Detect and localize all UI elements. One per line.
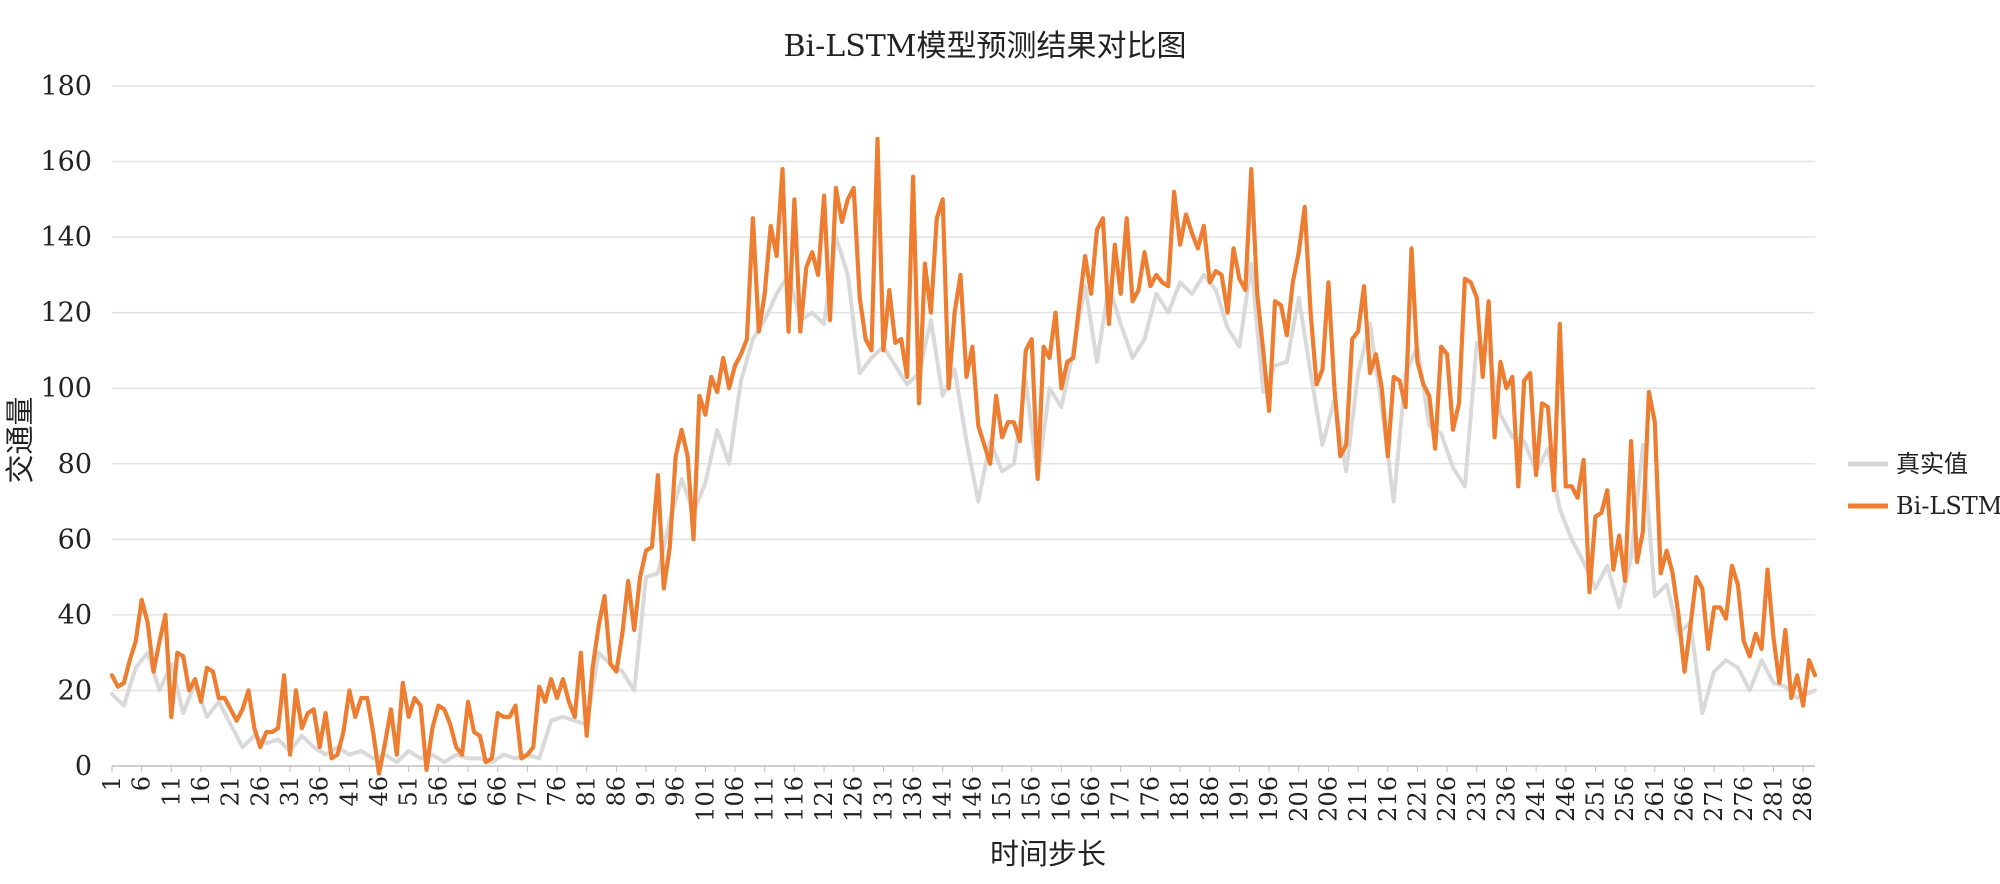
x-tick-label: 271 [1700, 776, 1728, 822]
y-tick-label: 0 [75, 751, 92, 782]
x-tick-label: 66 [484, 776, 512, 807]
series-layer [109, 136, 1818, 776]
x-tick-label: 186 [1196, 776, 1224, 822]
x-tick-label: 136 [899, 776, 927, 822]
x-tick-label: 91 [632, 776, 660, 807]
x-tick-label: 86 [602, 776, 630, 807]
x-axis-tick-labels: 1 6 11 16 21 26 31 36 41 46 51 56 61 66 71 76 81 86 91 96 10… [98, 766, 1817, 822]
y-tick-label: 160 [40, 147, 92, 178]
y-tick-label: 40 [58, 600, 92, 631]
x-tick-label: 31 [276, 776, 304, 807]
x-tick-label: 71 [513, 776, 541, 807]
x-tick-label: 156 [1018, 776, 1046, 822]
y-tick-label: 180 [40, 71, 92, 102]
x-tick-label: 256 [1611, 776, 1639, 822]
x-tick-label: 61 [454, 776, 482, 807]
x-tick-label: 236 [1492, 776, 1520, 822]
y-tick-label: 60 [58, 524, 92, 555]
y-tick-label: 120 [40, 298, 92, 329]
x-tick-label: 131 [869, 776, 897, 822]
x-tick-label: 231 [1463, 776, 1491, 822]
x-tick-label: 206 [1314, 776, 1342, 822]
x-tick-label: 166 [1077, 776, 1105, 822]
x-tick-label: 46 [365, 776, 393, 807]
x-tick-label: 96 [662, 776, 690, 807]
x-tick-label: 211 [1344, 776, 1372, 822]
legend-label: 真实值 [1896, 450, 1968, 478]
x-tick-label: 11 [157, 776, 185, 807]
x-tick-label: 116 [780, 776, 808, 822]
x-tick-label: 196 [1255, 776, 1283, 822]
x-tick-label: 26 [246, 776, 274, 807]
x-tick-label: 111 [751, 776, 779, 822]
x-tick-label: 81 [573, 776, 601, 807]
x-tick-label: 141 [929, 776, 957, 822]
series-line-actual [110, 235, 1817, 765]
x-tick-label: 36 [306, 776, 334, 807]
x-tick-label: 76 [543, 776, 571, 807]
x-axis-label: 时间步长 [990, 837, 1106, 871]
x-tick-label: 101 [691, 776, 719, 822]
x-tick-label: 241 [1522, 776, 1550, 822]
y-axis-label: 交通量 [3, 396, 37, 483]
x-tick-label: 106 [721, 776, 749, 822]
x-tick-label: 151 [988, 776, 1016, 822]
x-tick-label: 181 [1166, 776, 1194, 822]
series-line-bilstm [109, 136, 1818, 776]
x-tick-label: 6 [128, 776, 156, 791]
chart-title: Bi-LSTM模型预测结果对比图 [784, 29, 1187, 64]
x-tick-label: 221 [1403, 776, 1431, 822]
x-tick-label: 21 [217, 776, 245, 807]
y-tick-label: 100 [40, 373, 92, 404]
y-tick-label: 140 [40, 222, 92, 253]
legend-label: Bi-LSTM [1896, 492, 2000, 520]
x-tick-label: 161 [1047, 776, 1075, 822]
x-tick-label: 286 [1789, 776, 1817, 822]
x-tick-label: 41 [335, 776, 363, 807]
y-axis-tick-labels: 0 20 40 60 80 100 120 140 160 180 [40, 71, 92, 782]
y-tick-label: 20 [58, 675, 92, 706]
x-tick-label: 246 [1552, 776, 1580, 822]
x-tick-label: 56 [424, 776, 452, 807]
x-tick-label: 126 [840, 776, 868, 822]
x-tick-label: 1 [98, 776, 126, 791]
x-tick-label: 226 [1433, 776, 1461, 822]
x-tick-label: 51 [395, 776, 423, 807]
x-tick-label: 276 [1730, 776, 1758, 822]
legend: 真实值 Bi-LSTM [1848, 450, 2000, 520]
x-tick-label: 121 [810, 776, 838, 822]
x-tick-label: 251 [1581, 776, 1609, 822]
y-tick-label: 80 [58, 449, 92, 480]
x-tick-label: 281 [1759, 776, 1787, 822]
x-tick-label: 146 [958, 776, 986, 822]
x-tick-label: 201 [1285, 776, 1313, 822]
x-tick-label: 191 [1225, 776, 1253, 822]
x-tick-label: 171 [1107, 776, 1135, 822]
x-tick-label: 261 [1641, 776, 1669, 822]
x-tick-label: 16 [187, 776, 215, 807]
x-tick-label: 216 [1374, 776, 1402, 822]
x-tick-label: 176 [1136, 776, 1164, 822]
x-tick-label: 266 [1670, 776, 1698, 822]
